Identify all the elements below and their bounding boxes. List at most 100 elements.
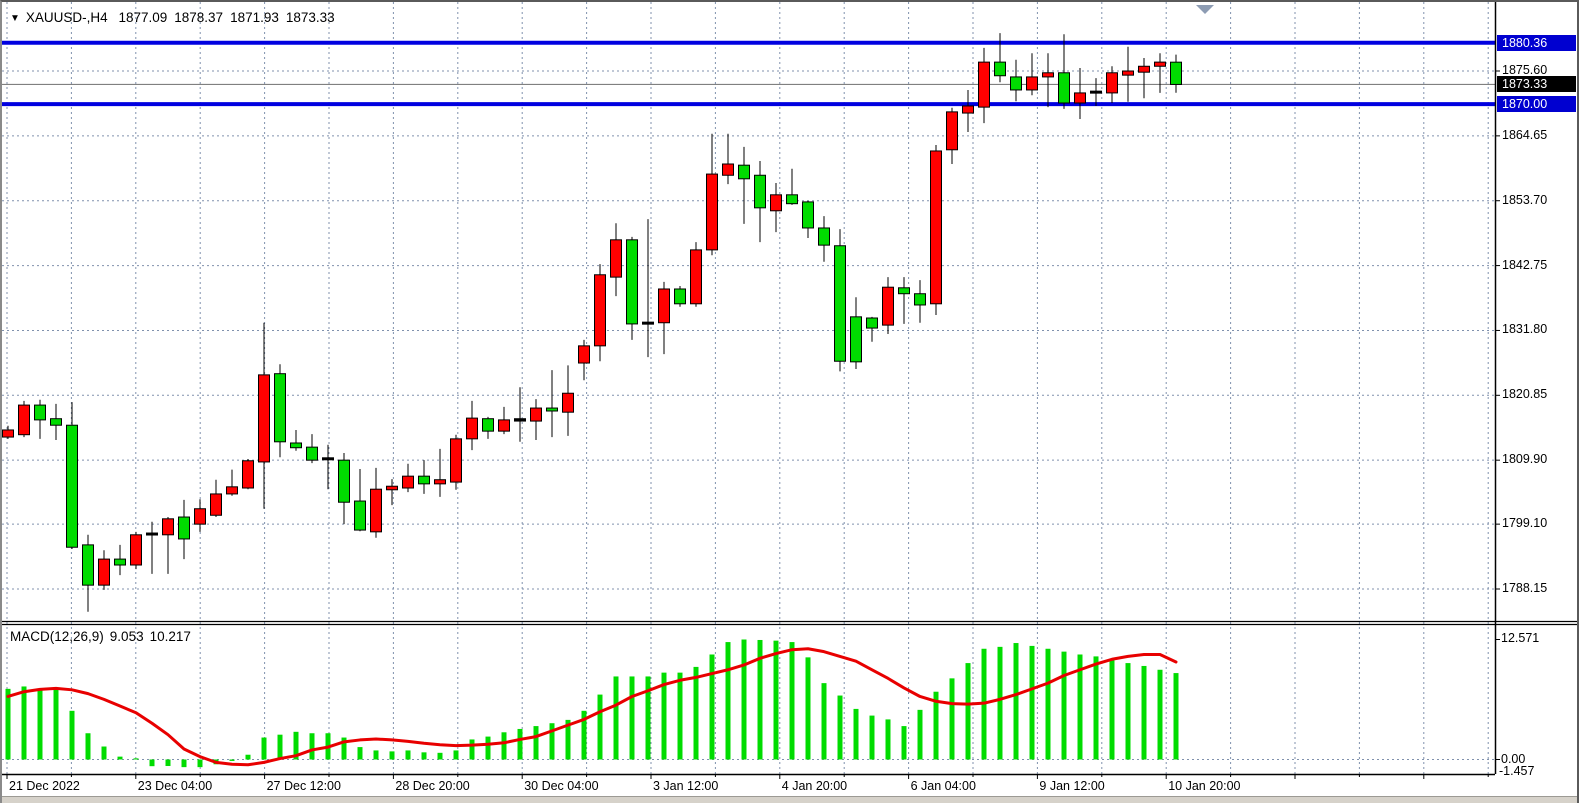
candle-body-bear[interactable] (482, 418, 494, 432)
macd-histogram-bar (805, 657, 811, 760)
candle-body-bull[interactable] (18, 404, 30, 436)
candle-body-bear[interactable] (754, 174, 766, 209)
resistance-price-tag[interactable]: 1880.36 (1497, 34, 1576, 51)
macd-value: 9.053 (109, 629, 144, 644)
candle-body-bull[interactable] (690, 249, 702, 305)
candle-body-bear[interactable] (338, 459, 350, 503)
candle-body-doji[interactable] (146, 532, 158, 536)
candle-body-bull[interactable] (386, 485, 398, 491)
candle-body-doji[interactable] (642, 321, 654, 325)
candle-body-bull[interactable] (226, 486, 238, 495)
candle-body-bull[interactable] (1042, 72, 1054, 78)
candle-body-bull[interactable] (770, 194, 782, 212)
candle-body-bear[interactable] (418, 475, 430, 485)
candle-body-bull[interactable] (162, 518, 174, 536)
symbol-timeframe: XAUUSD-,H4 (25, 10, 108, 25)
macd-label: MACD(12,26,9) (10, 629, 104, 644)
candle-body-bear[interactable] (898, 287, 910, 295)
symbol-dropdown-icon[interactable]: ▼ (10, 13, 20, 24)
candle-body-bear[interactable] (1170, 61, 1182, 85)
candle-body-bull[interactable] (1122, 70, 1134, 76)
candle-body-bull[interactable] (882, 286, 894, 326)
macd-histogram-bar (69, 710, 75, 760)
candle-body-bear[interactable] (850, 316, 862, 363)
candle-body-bull[interactable] (1138, 65, 1150, 73)
candle-body-bull[interactable] (450, 438, 462, 483)
macd-histogram-bar (149, 759, 155, 767)
candle-body-bear[interactable] (626, 239, 638, 325)
candle-body-bear[interactable] (738, 164, 750, 180)
candle-body-bull[interactable] (210, 493, 222, 516)
chart-title: ▼ XAUUSD-,H4 1877.09 1878.37 1871.93 1873.33 (10, 10, 342, 25)
candle-body-bull[interactable] (658, 288, 670, 324)
candle-body-doji[interactable] (1090, 90, 1102, 94)
candle-body-bull[interactable] (1074, 92, 1086, 104)
support-price-tag[interactable]: 1870.00 (1497, 96, 1576, 113)
macd-histogram-bar (453, 750, 459, 760)
candle-body-bear[interactable] (546, 407, 558, 412)
candle-body-bull[interactable] (98, 558, 110, 586)
candle-body-bull[interactable] (466, 417, 478, 440)
chart-shift-marker-icon[interactable] (1196, 5, 1214, 14)
candle-body-bull[interactable] (530, 407, 542, 422)
macd-histogram-bar (229, 759, 235, 761)
candle-body-bear[interactable] (994, 61, 1006, 77)
candle-body-bear[interactable] (274, 373, 286, 443)
candle-body-bear[interactable] (290, 442, 302, 449)
macd-histogram-bar (1109, 660, 1115, 760)
macd-histogram-bar (853, 708, 859, 760)
candle-body-bull[interactable] (130, 534, 142, 566)
candle-body-doji[interactable] (322, 457, 334, 461)
candle-body-bear[interactable] (674, 288, 686, 305)
candle-body-bull[interactable] (1154, 61, 1166, 67)
candle-body-bear[interactable] (866, 317, 878, 329)
price-tick-label: 1799.10 (1502, 516, 1548, 531)
candle-body-bear[interactable] (914, 293, 926, 306)
candle-body-bear[interactable] (114, 558, 126, 566)
candle-body-bull[interactable] (962, 105, 974, 114)
candle-body-bull[interactable] (370, 488, 382, 533)
candle-body-bull[interactable] (562, 392, 574, 413)
candle-body-bear[interactable] (802, 201, 814, 229)
candle-body-bear[interactable] (66, 424, 78, 548)
macd-histogram-bar (597, 694, 603, 760)
candle-body-bear[interactable] (82, 544, 94, 586)
macd-histogram-bar (1061, 651, 1067, 760)
candle-body-bear[interactable] (178, 516, 190, 540)
candle-body-bull[interactable] (194, 508, 206, 525)
candle-body-bull[interactable] (978, 61, 990, 108)
candle-body-bull[interactable] (706, 173, 718, 251)
time-tick-label: 21 Dec 2022 (9, 779, 80, 793)
candle-body-bull[interactable] (722, 163, 734, 176)
candle-body-bull[interactable] (242, 460, 254, 489)
candle-body-bull[interactable] (930, 150, 942, 305)
candle-body-bull[interactable] (2, 429, 14, 438)
candle-body-bull[interactable] (498, 419, 510, 432)
macd-histogram-bar (37, 688, 43, 760)
candle-body-bull[interactable] (578, 345, 590, 364)
candle-body-bear[interactable] (834, 245, 846, 362)
candle-body-bull[interactable] (594, 274, 606, 347)
candle-body-bull[interactable] (402, 475, 414, 489)
candle-body-bear[interactable] (50, 418, 62, 426)
macd-histogram-bar (901, 726, 907, 760)
candle-body-bear[interactable] (786, 194, 798, 205)
candle-body-doji[interactable] (514, 418, 526, 422)
candle-body-bear[interactable] (354, 500, 366, 531)
candle-body-bull[interactable] (434, 479, 446, 485)
candle-body-bull[interactable] (1026, 76, 1038, 91)
candle-body-bull[interactable] (1106, 72, 1118, 94)
candle-body-bear[interactable] (1010, 76, 1022, 91)
candle-body-bull[interactable] (946, 111, 958, 151)
macd-histogram-bar (741, 639, 747, 760)
candle-body-bull[interactable] (258, 374, 270, 463)
candle-body-bear[interactable] (34, 404, 46, 421)
candle-body-bull[interactable] (610, 239, 622, 278)
candle-body-bear[interactable] (818, 227, 830, 246)
candle-body-bear[interactable] (306, 446, 318, 461)
macd-histogram-bar (581, 710, 587, 760)
candle-body-bear[interactable] (1058, 72, 1070, 104)
macd-histogram-bar (1125, 663, 1131, 760)
